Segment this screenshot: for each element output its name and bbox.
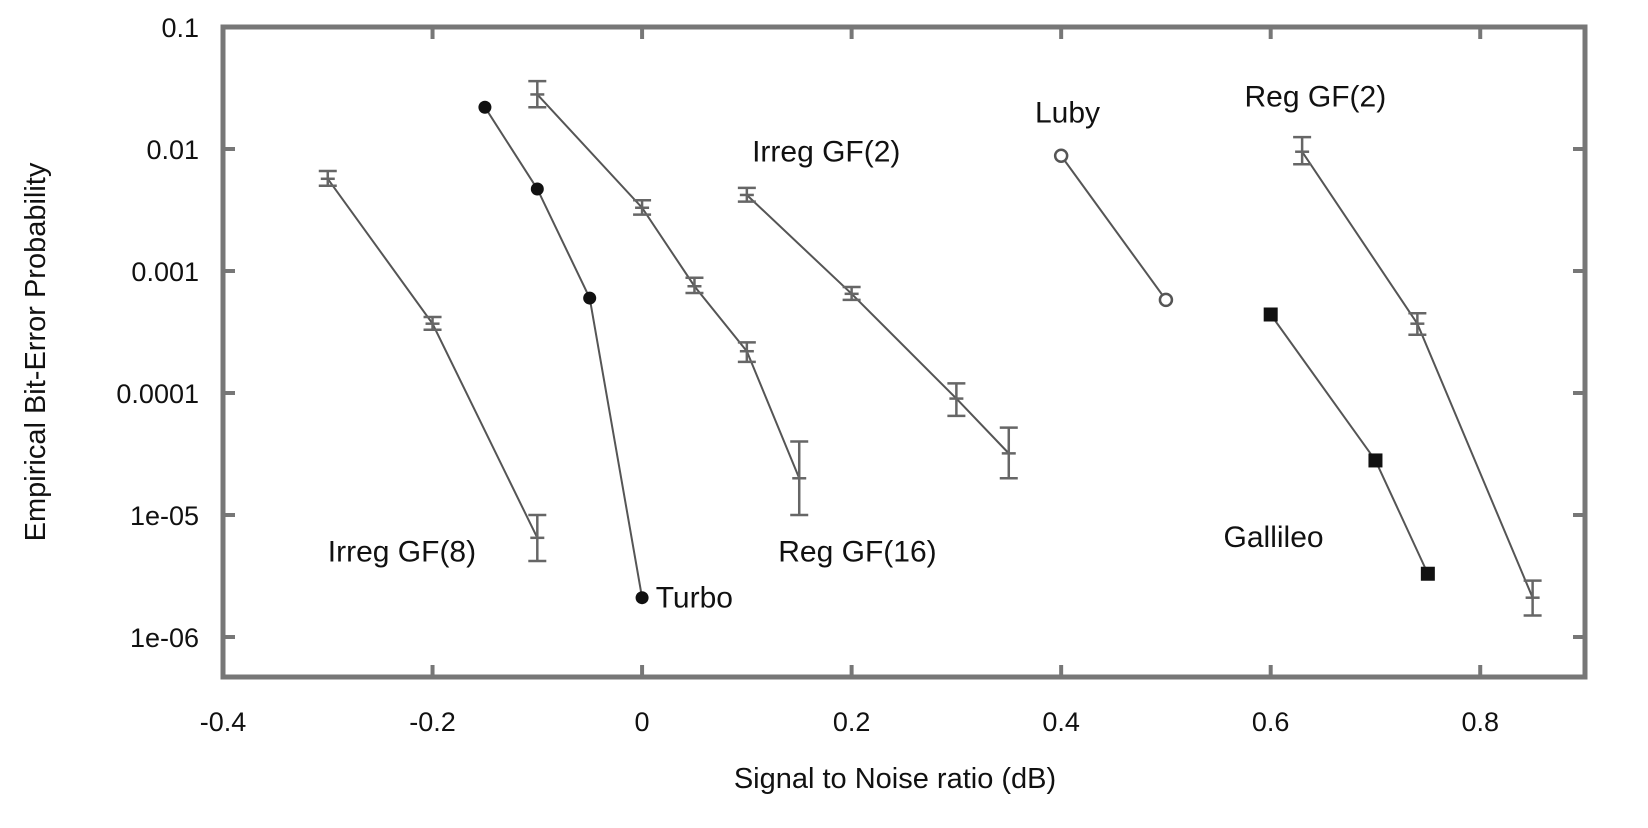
y-axis-title: Empirical Bit-Error Probability [20,162,52,541]
x-tick-label: 0 [635,707,650,737]
series-label: Reg GF(2) [1245,80,1387,113]
series [318,169,547,563]
series-line [1060,155,1167,301]
series [1263,307,1435,581]
error-bar [1408,312,1427,337]
series-line [484,106,644,598]
x-tick-label: 0.2 [833,707,871,737]
series [1293,135,1542,617]
series-labels: Irreg GF(8) Turbo Reg GF(16) Irreg GF(2) Lub… [328,80,1386,614]
error-bar [1293,135,1312,166]
x-tick-label: 0.8 [1461,707,1499,737]
axis-ticks: -0.4 -0.2 0 0.2 0.4 0.6 0.8 0.1 0.01 0.001 0.0001 1… [116,13,1585,737]
series-label: Luby [1035,96,1100,129]
x-tick-label: -0.4 [200,707,247,737]
error-bar [737,186,756,203]
series-line [746,194,1010,455]
data-point [1263,307,1278,322]
error-bar [318,169,337,187]
error-bar [737,341,756,364]
data-point [635,591,649,605]
data-point [1368,453,1383,468]
series-label: Turbo [656,582,733,615]
data-point [1158,292,1174,308]
series-label: Reg GF(16) [778,536,936,569]
y-tick-label: 0.01 [146,135,199,165]
error-bar [842,285,861,302]
x-tick-label: -0.2 [409,707,456,737]
error-bar [790,440,809,517]
error-bar [633,199,652,216]
y-tick-label: 0.1 [161,13,199,43]
error-bar [423,315,442,331]
series-line [1301,151,1534,599]
error-bar [528,513,547,563]
error-bar [528,79,547,109]
plot-frame [220,24,1588,680]
x-tick-label: 0.4 [1042,707,1080,737]
error-bar [947,382,966,418]
y-tick-label: 0.0001 [116,379,199,409]
series-line [326,178,539,539]
series [478,100,649,605]
data-point [1420,566,1435,581]
error-bar [1523,579,1542,617]
series [1053,148,1174,308]
x-tick-label: 0.6 [1252,707,1290,737]
error-bar [685,276,704,295]
series [737,186,1018,480]
series-label: Irreg GF(2) [752,136,900,169]
y-tick-label: 1e-06 [130,623,199,653]
data-point [530,182,544,196]
data-point [1053,148,1069,164]
data-point [583,291,597,305]
plot-area [318,79,1542,617]
y-tick-label: 1e-05 [130,501,199,531]
data-point [478,100,492,114]
x-axis-title: Signal to Noise ratio (dB) [734,763,1056,795]
series-label: Irreg GF(8) [328,536,476,569]
series-label: Gallileo [1224,521,1324,554]
series [528,79,809,517]
y-tick-label: 0.001 [131,257,199,287]
error-bar [999,426,1018,480]
